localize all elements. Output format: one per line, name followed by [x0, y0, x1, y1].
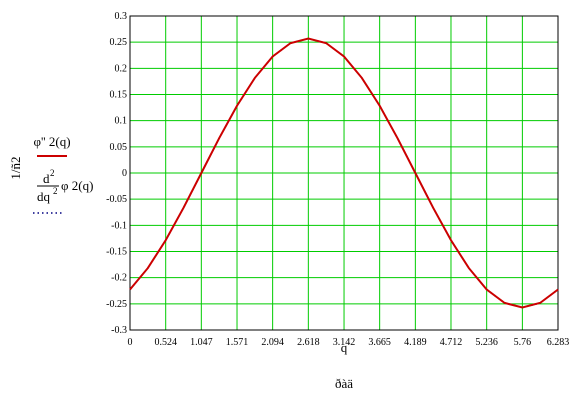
series-line — [129, 37, 559, 309]
y-tick-label: -0.05 — [106, 194, 127, 205]
x-tick-label: 6.283 — [547, 337, 570, 348]
x-axis-label: q — [341, 340, 348, 355]
y-tick-label: -0.2 — [111, 273, 127, 284]
y-tick-label: 0.15 — [110, 90, 128, 101]
x-tick-label: 1.571 — [226, 337, 249, 348]
y-tick-label: -0.3 — [111, 325, 127, 336]
legend-denominator: dq — [37, 189, 51, 204]
x-tick-label: 3.142 — [333, 337, 356, 348]
x-tick-label: 1.047 — [190, 337, 213, 348]
y-tick-label: 0.05 — [110, 142, 128, 153]
legend-label: φ'' 2(q) — [33, 134, 70, 149]
x-tick-label: 5.236 — [475, 337, 498, 348]
y-tick-label: 0.25 — [110, 37, 128, 48]
x-tick-label: 3.665 — [368, 337, 391, 348]
y-axis-label: 1/ñ2 — [8, 156, 23, 179]
x-tick-label: 2.618 — [297, 337, 320, 348]
x-tick-label: 2.094 — [261, 337, 284, 348]
legend-denominator-exp: 2 — [53, 186, 58, 196]
y-tick-label: 0.3 — [115, 11, 128, 22]
x-axis-sublabel: ðàä — [335, 376, 353, 391]
x-tick-label: 0 — [128, 337, 133, 348]
x-tick-label: 4.712 — [440, 337, 463, 348]
y-tick-label: 0 — [122, 168, 127, 179]
y-tick-label: -0.25 — [106, 299, 127, 310]
legend-numerator: d — [43, 171, 50, 186]
x-tick-label: 0.524 — [154, 337, 177, 348]
x-tick-label: 4.189 — [404, 337, 427, 348]
legend-function: φ 2(q) — [61, 178, 93, 193]
y-tick-label: 0.2 — [115, 63, 128, 74]
y-tick-label: -0.1 — [111, 220, 127, 231]
y-tick-label: -0.15 — [106, 247, 127, 258]
legend-numerator-exp: 2 — [50, 168, 55, 178]
plot-border — [129, 15, 559, 331]
y-tick-label: 0.1 — [115, 116, 128, 127]
x-tick-label: 5.76 — [514, 337, 532, 348]
